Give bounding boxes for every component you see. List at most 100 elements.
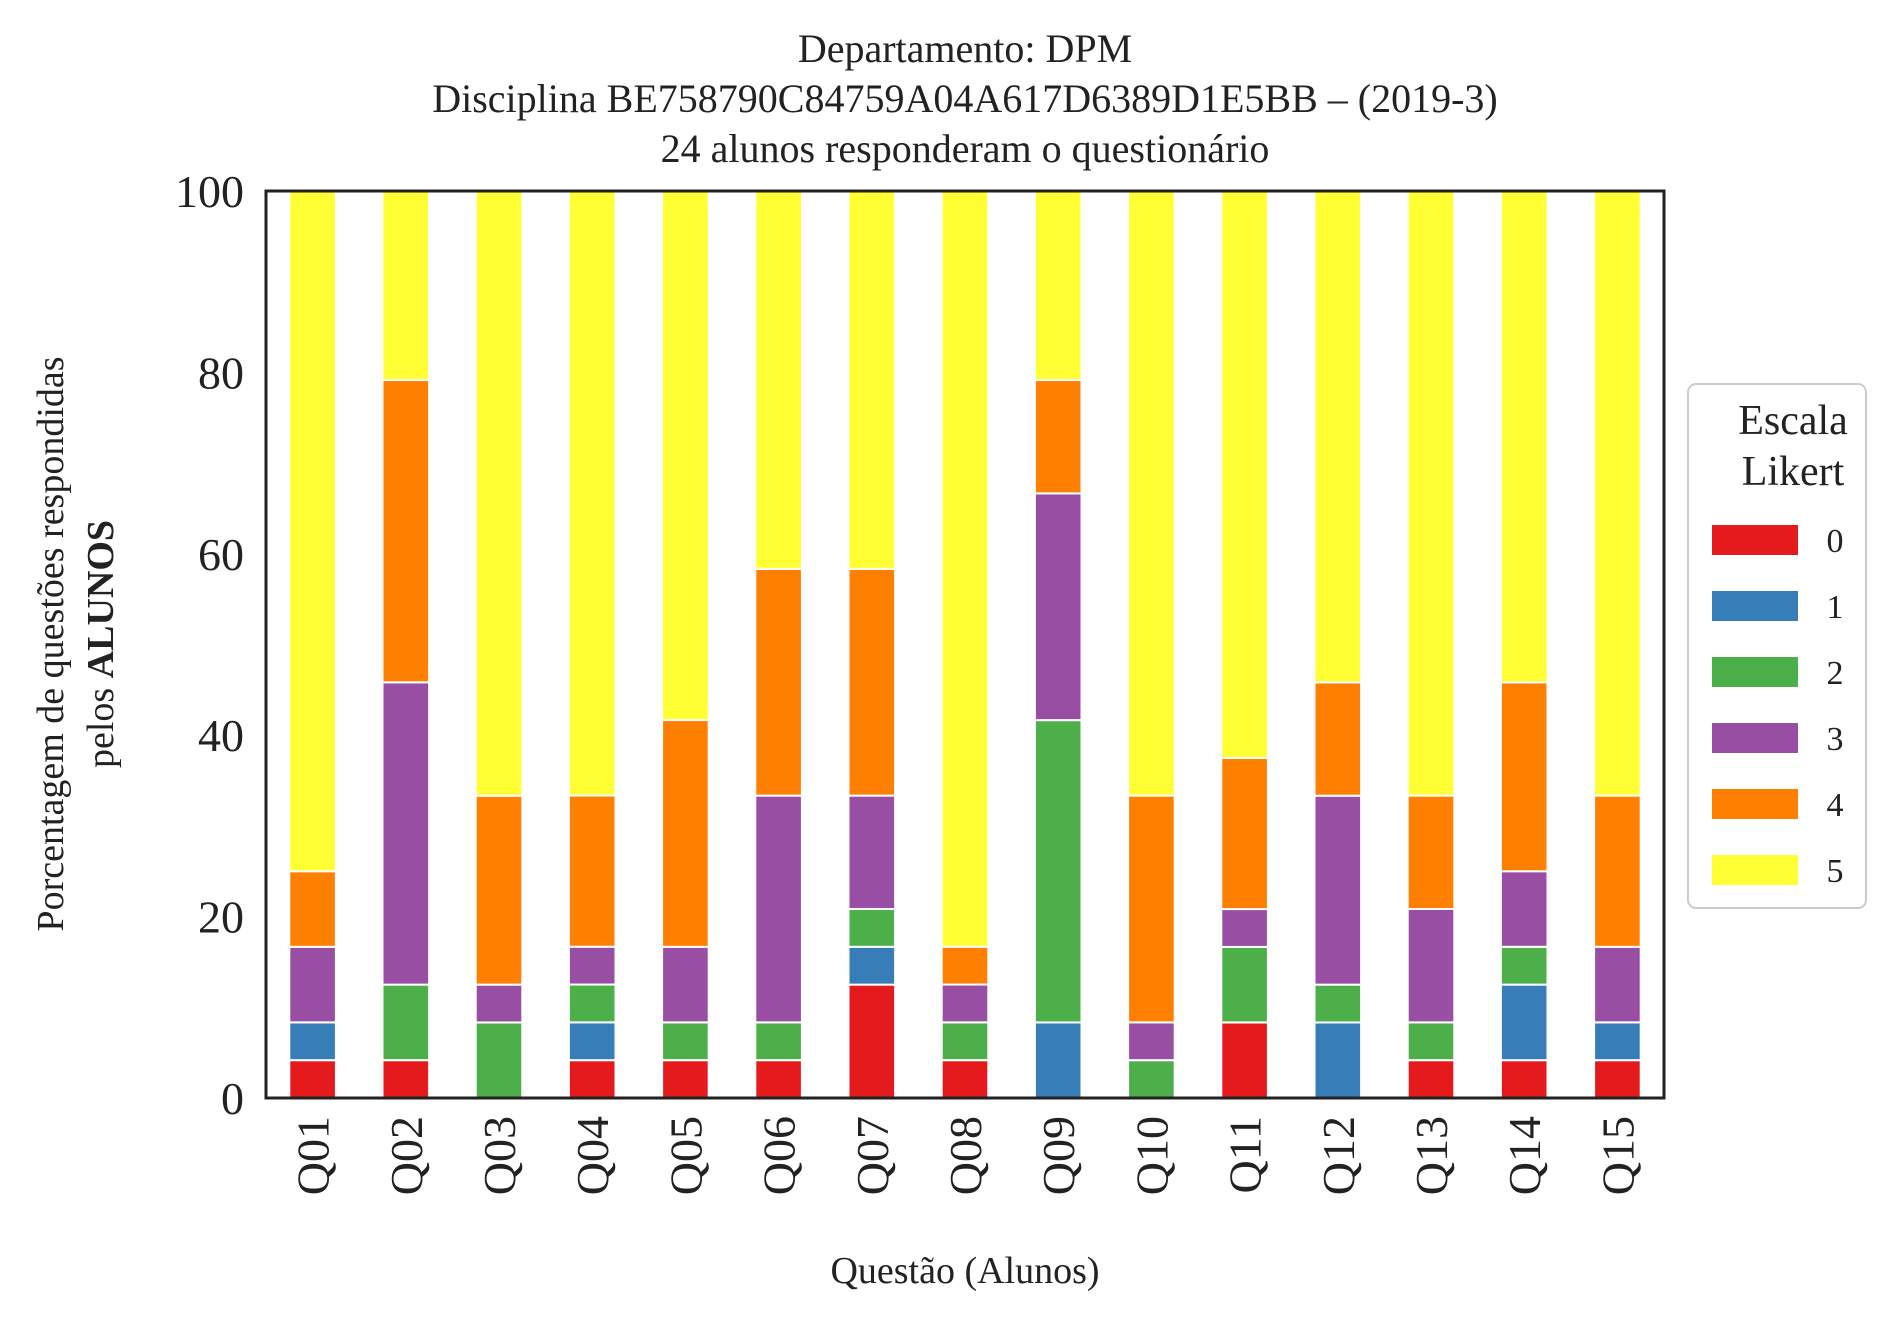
x-tick-label-q04: Q04 xyxy=(567,1116,618,1195)
y-tick-label-60: 60 xyxy=(198,529,244,580)
bar-segment-q08-likert-2 xyxy=(940,1021,990,1062)
bar-segment-q06-likert-0 xyxy=(754,1059,803,1100)
bar-segment-q12-likert-2 xyxy=(1313,983,1363,1024)
bar-segment-q01-likert-0 xyxy=(288,1059,337,1100)
bar-segment-q10-likert-5 xyxy=(1127,189,1176,797)
bar-segment-q15-likert-1 xyxy=(1593,1021,1642,1062)
bar-segment-q15-likert-3 xyxy=(1593,945,1642,1024)
bar-segment-q02-likert-2 xyxy=(381,983,431,1062)
bar-segment-q03-likert-5 xyxy=(474,190,524,797)
bar-segment-q13-likert-3 xyxy=(1406,907,1456,1024)
x-tick-label-q15: Q15 xyxy=(1592,1116,1643,1195)
title-line-3: 24 alunos responderam o questionário xyxy=(661,126,1270,171)
y-axis-label-bold: ALUNOS xyxy=(80,520,122,678)
bar-segment-q03-likert-3 xyxy=(474,983,524,1024)
y-axis-ticks: 0 20 40 60 80 100 xyxy=(175,166,244,1124)
bars-group xyxy=(288,189,1642,1100)
x-tick-label-q06: Q06 xyxy=(754,1116,805,1195)
bar-segment-q12-likert-5 xyxy=(1313,190,1363,684)
legend-label-1: 1 xyxy=(1827,589,1844,626)
bar-segment-q09-likert-3 xyxy=(1033,492,1083,722)
bar-segment-q02-likert-0 xyxy=(381,1059,431,1100)
legend-swatch-3 xyxy=(1712,723,1798,753)
plot-frame xyxy=(264,189,1666,1100)
bar-segment-q12-likert-4 xyxy=(1313,681,1363,797)
y-axis-label-prefix: pelos xyxy=(80,678,122,768)
bar-segment-q04-likert-5 xyxy=(567,189,617,797)
bar-segment-q13-likert-4 xyxy=(1406,794,1456,910)
chart-title: Departamento: DPM Disciplina BE758790C84… xyxy=(432,26,1498,171)
bar-segment-q04-likert-0 xyxy=(567,1059,617,1100)
bar-segment-q02-likert-3 xyxy=(381,681,431,986)
legend-swatch-1 xyxy=(1712,591,1798,621)
x-tick-label-q07: Q07 xyxy=(847,1116,898,1195)
bar-segment-q14-likert-0 xyxy=(1499,1059,1549,1100)
bar-segment-q04-likert-1 xyxy=(567,1021,617,1062)
legend-label-3: 3 xyxy=(1827,721,1844,758)
bar-segment-q11-likert-3 xyxy=(1220,908,1269,948)
bar-segment-q01-likert-3 xyxy=(288,945,337,1024)
x-tick-label-q13: Q13 xyxy=(1406,1116,1457,1195)
bar-segment-q13-likert-0 xyxy=(1406,1059,1456,1100)
y-axis-label-line-2: pelos ALUNOS xyxy=(80,520,122,768)
bar-segment-q05-likert-3 xyxy=(661,945,710,1024)
y-axis-label-line-1: Porcentagem de questões respondidas xyxy=(30,356,72,931)
bar-segment-q08-likert-4 xyxy=(940,945,990,986)
bar-segment-q11-likert-2 xyxy=(1220,945,1269,1024)
bar-segment-q02-likert-4 xyxy=(381,379,431,684)
bar-segment-q09-likert-5 xyxy=(1033,190,1083,382)
x-tick-label-q05: Q05 xyxy=(660,1116,711,1195)
legend-swatch-5 xyxy=(1712,855,1798,885)
x-tick-label-q09: Q09 xyxy=(1033,1116,1084,1195)
bar-segment-q10-likert-4 xyxy=(1127,794,1176,1024)
legend-swatch-2 xyxy=(1712,657,1798,687)
x-tick-label-q01: Q01 xyxy=(288,1116,339,1195)
bar-segment-q09-likert-4 xyxy=(1033,379,1083,495)
bar-segment-q07-likert-2 xyxy=(847,907,897,948)
bar-segment-q15-likert-0 xyxy=(1593,1059,1642,1100)
legend-label-5: 5 xyxy=(1827,853,1844,890)
bar-segment-q12-likert-3 xyxy=(1313,794,1363,986)
bar-segment-q06-likert-3 xyxy=(754,794,803,1024)
bar-segment-q05-likert-2 xyxy=(661,1021,710,1062)
bar-segment-q06-likert-2 xyxy=(754,1021,803,1062)
bar-segment-q07-likert-5 xyxy=(847,189,897,570)
bar-segment-q04-likert-4 xyxy=(567,794,617,948)
x-axis-label: Questão (Alunos) xyxy=(830,1250,1099,1292)
bar-segment-q07-likert-1 xyxy=(847,945,897,986)
legend-swatch-4 xyxy=(1712,789,1798,819)
x-tick-label-q03: Q03 xyxy=(474,1116,525,1195)
x-tick-label-q02: Q02 xyxy=(381,1116,432,1195)
bar-segment-q09-likert-1 xyxy=(1033,1021,1083,1100)
bar-segment-q04-likert-3 xyxy=(567,945,617,986)
bar-segment-q14-likert-1 xyxy=(1499,983,1549,1062)
legend-box xyxy=(1687,383,1867,909)
bar-segment-q01-likert-1 xyxy=(288,1021,337,1062)
x-tick-label-q12: Q12 xyxy=(1313,1116,1364,1195)
bar-segment-q13-likert-5 xyxy=(1406,189,1456,797)
bar-segment-q07-likert-3 xyxy=(847,794,897,910)
bar-segment-q14-likert-4 xyxy=(1499,681,1549,873)
bar-segment-q07-likert-0 xyxy=(847,983,897,1100)
bar-segment-q15-likert-5 xyxy=(1593,189,1642,797)
y-tick-label-0: 0 xyxy=(221,1073,244,1124)
bar-segment-q08-likert-5 xyxy=(940,189,990,948)
bar-segment-q03-likert-2 xyxy=(474,1021,524,1100)
bar-segment-q11-likert-4 xyxy=(1220,756,1269,911)
bar-segment-q05-likert-0 xyxy=(661,1059,710,1100)
bar-segment-q04-likert-2 xyxy=(567,983,617,1024)
legend-label-0: 0 xyxy=(1827,523,1844,560)
legend-title-line-2: Likert xyxy=(1742,449,1845,495)
bar-segment-q06-likert-5 xyxy=(754,189,803,570)
legend-title-line-1: Escala xyxy=(1738,398,1848,444)
y-tick-label-20: 20 xyxy=(198,892,244,943)
bar-segment-q15-likert-4 xyxy=(1593,794,1642,948)
title-line-2: Disciplina BE758790C84759A04A617D6389D1E… xyxy=(432,76,1498,121)
x-axis-ticks: Q01 Q02 Q03 Q04 Q05 Q06 Q07 Q08 Q09 Q10 Q11 Q12 Q13 Q… xyxy=(288,1116,1644,1195)
y-tick-label-100: 100 xyxy=(175,166,244,217)
bar-segment-q01-likert-5 xyxy=(288,190,337,873)
legend-items: 0 1 2 3 4 5 xyxy=(1712,523,1844,890)
legend: Escala Likert 0 1 2 3 4 5 xyxy=(1687,383,1867,909)
bar-segment-q10-likert-2 xyxy=(1127,1059,1176,1100)
